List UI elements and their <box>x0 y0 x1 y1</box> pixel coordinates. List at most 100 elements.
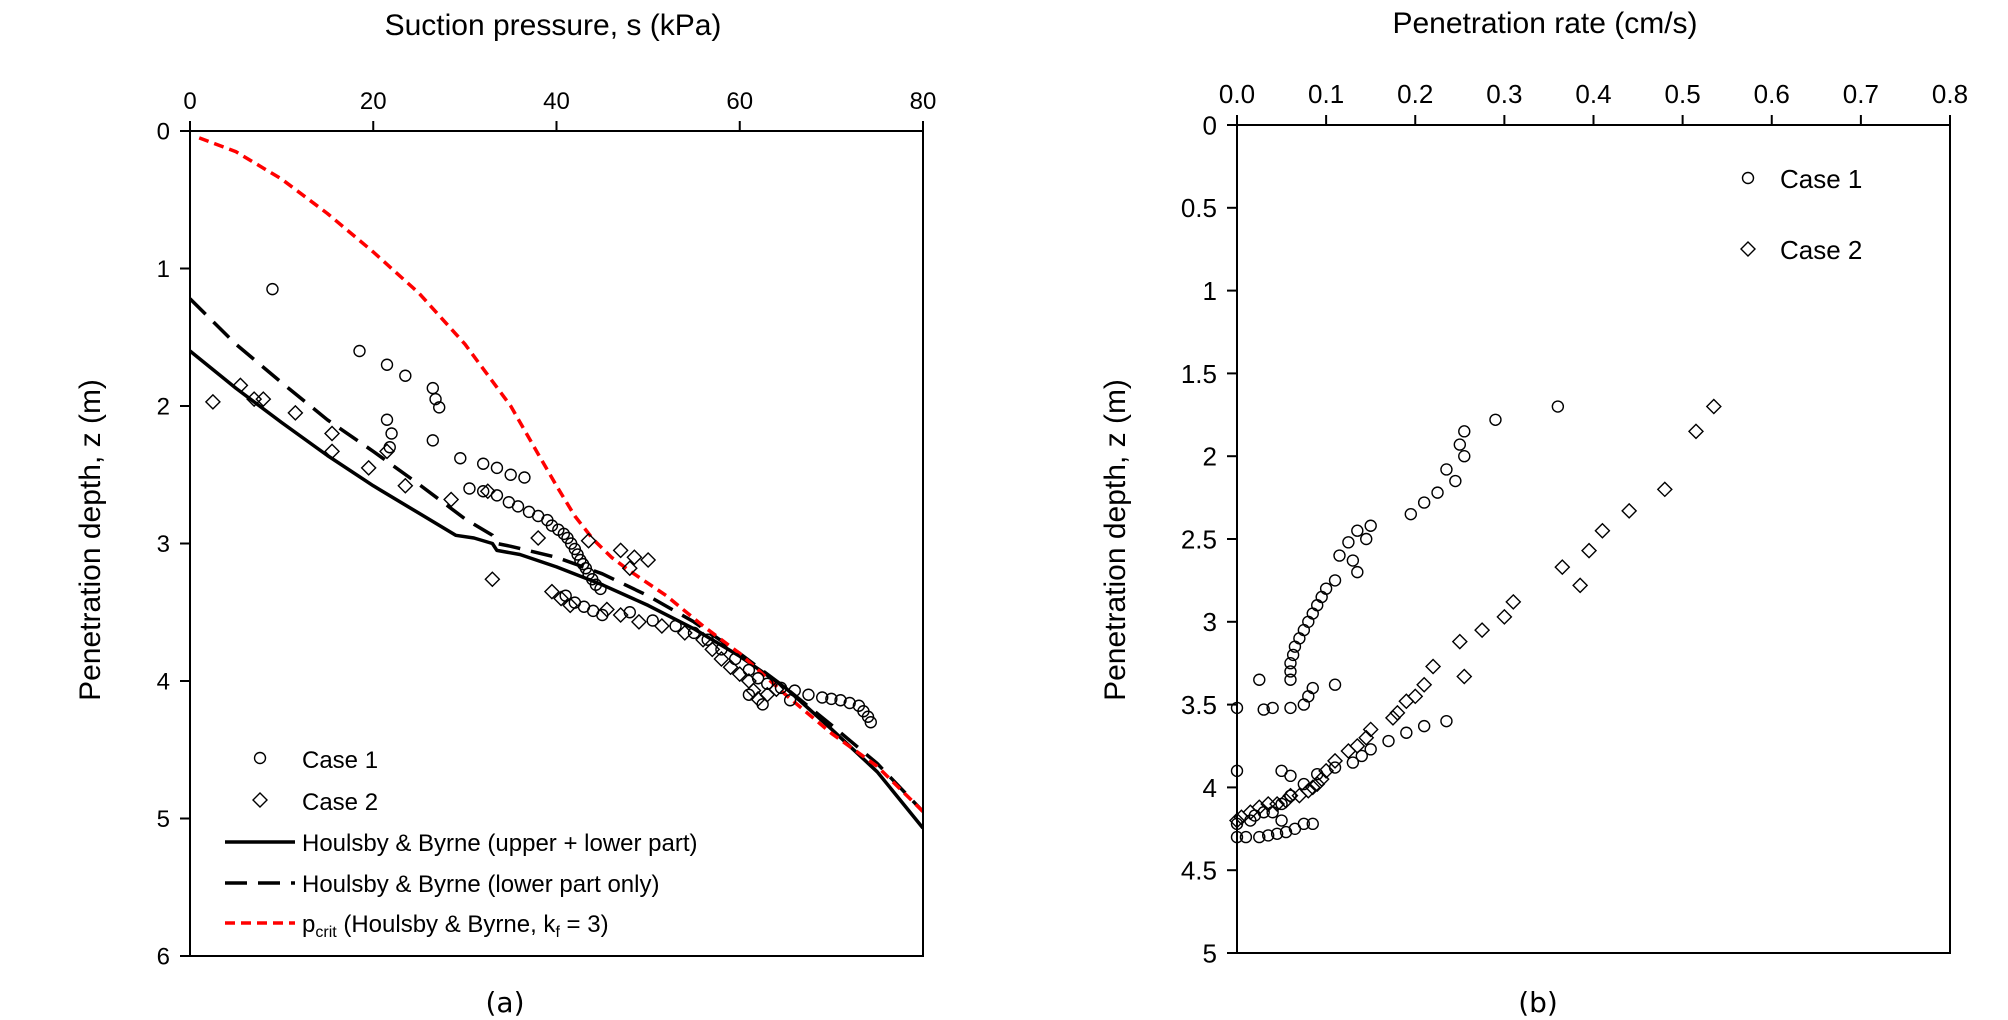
y-tick-label: 2.5 <box>1181 524 1217 554</box>
case-1-point <box>1270 827 1284 840</box>
case-1-point <box>701 633 714 646</box>
case-1-point <box>518 471 531 484</box>
y-tick-label: 3 <box>1203 607 1217 637</box>
case-1-point <box>385 427 398 440</box>
case-2-point <box>1474 622 1491 639</box>
x-tick-label: 0.7 <box>1843 79 1879 109</box>
case-1-point <box>669 619 682 633</box>
case-2-point <box>204 393 221 410</box>
case-1-point <box>1346 554 1360 567</box>
case-1-point <box>1266 701 1279 715</box>
case-2-point <box>1358 729 1375 746</box>
series-line <box>190 297 923 813</box>
case-1-point <box>1284 769 1297 783</box>
case-1-point <box>1382 734 1395 748</box>
case-2-point <box>553 590 570 607</box>
case-1-point <box>426 381 440 395</box>
case-2-point <box>324 425 341 442</box>
plot-frame <box>189 130 924 957</box>
case-1-point <box>1302 615 1315 628</box>
case-1-point <box>774 681 788 695</box>
case-1-point <box>454 452 467 465</box>
case-2-point <box>676 624 693 641</box>
case-1-point <box>589 578 603 591</box>
case-2-point <box>1260 795 1277 812</box>
y-tick-label: 1 <box>1203 276 1217 306</box>
case-2-point <box>360 459 377 476</box>
case-1-point <box>1279 825 1293 839</box>
case-2-point <box>1398 693 1415 710</box>
case-1-point <box>1239 830 1253 844</box>
case-1-point <box>380 358 394 371</box>
legend-label: Case 2 <box>302 789 378 816</box>
diamond-marker-icon <box>252 792 268 808</box>
case-2-point <box>562 597 579 614</box>
legend-label: Case 1 <box>1780 164 1862 194</box>
case-2-point <box>1621 502 1638 519</box>
x-tick-label: 0.1 <box>1308 79 1344 109</box>
legend-item-lower-only: Houlsby & Byrne (lower part only) <box>225 871 659 898</box>
case-1-point <box>1453 438 1467 451</box>
case-2-point <box>1340 742 1357 759</box>
case-2-point <box>1407 688 1424 705</box>
legend-label: Case 1 <box>302 747 378 774</box>
case-1-point <box>843 696 856 710</box>
case-2-point <box>1688 423 1704 440</box>
case-2-point <box>324 443 341 460</box>
x-tick-label: 0.0 <box>1219 79 1255 109</box>
case-1-point <box>490 461 504 475</box>
x-tick-label: 0 <box>183 88 196 115</box>
chart-panel-b: Penetration rate (cm/s) Penetration dept… <box>1099 7 1968 1019</box>
case-1-point <box>1315 590 1328 604</box>
x-tick-label: 60 <box>726 88 753 115</box>
case-1-point <box>1306 817 1319 831</box>
legend: Case 1 Case 2 <box>1740 164 1862 265</box>
case-1-point <box>463 482 476 495</box>
case-1-point <box>477 485 490 498</box>
case-1-point <box>646 614 659 627</box>
case-1-point <box>429 392 442 406</box>
case-1-point <box>1284 657 1297 670</box>
x-tick-label: 0.6 <box>1754 79 1790 109</box>
case-1-point <box>1364 743 1377 756</box>
y-tick-label: 3 <box>157 531 170 558</box>
case-2-point <box>722 659 739 676</box>
circle-marker-icon <box>253 751 267 765</box>
case-2-point <box>1456 668 1473 685</box>
legend-item-case-2: Case 2 <box>1740 235 1862 265</box>
case-1-point <box>1364 519 1377 532</box>
legend-label: Houlsby & Byrne (upper + lower part) <box>302 830 698 857</box>
case-2-point <box>731 666 748 683</box>
case-2-point <box>1416 676 1433 693</box>
case-1-point <box>864 716 877 729</box>
plot-frame <box>1236 124 1951 954</box>
case-2-point <box>379 443 395 460</box>
circle-marker-icon <box>1741 171 1755 185</box>
axis-ticks: 0 20 40 60 80 0 1 2 3 4 5 6 <box>157 88 937 971</box>
case-2-point <box>1384 709 1401 726</box>
case-1-point <box>1319 582 1333 595</box>
legend-item-upper-lower: Houlsby & Byrne (upper + lower part) <box>225 830 698 857</box>
case-2-point <box>1349 738 1366 754</box>
case-1-point <box>426 434 440 447</box>
case-2-point <box>479 483 496 500</box>
case-2-point <box>745 682 762 699</box>
case-1-point <box>1355 749 1368 763</box>
case-1-point <box>1440 714 1453 728</box>
case-2-point <box>598 601 615 618</box>
y-tick-label: 1.5 <box>1181 359 1217 389</box>
y-axis-label: Penetration depth, z (m) <box>74 379 107 701</box>
case-1-point <box>742 688 756 701</box>
y-tick-label: 2 <box>157 394 170 421</box>
case-2-point <box>1505 593 1522 610</box>
case-1-point <box>1284 701 1297 715</box>
y-tick-label: 5 <box>1203 938 1217 968</box>
case-1-point <box>1333 549 1346 562</box>
y-tick-label: 4 <box>1203 773 1217 803</box>
case-1-point <box>1306 607 1319 620</box>
case-1-point <box>380 413 394 426</box>
case-2-point <box>1278 792 1295 809</box>
case-2-point <box>1300 782 1317 799</box>
y-tick-label: 6 <box>157 944 170 971</box>
case-1-point <box>1489 413 1502 426</box>
